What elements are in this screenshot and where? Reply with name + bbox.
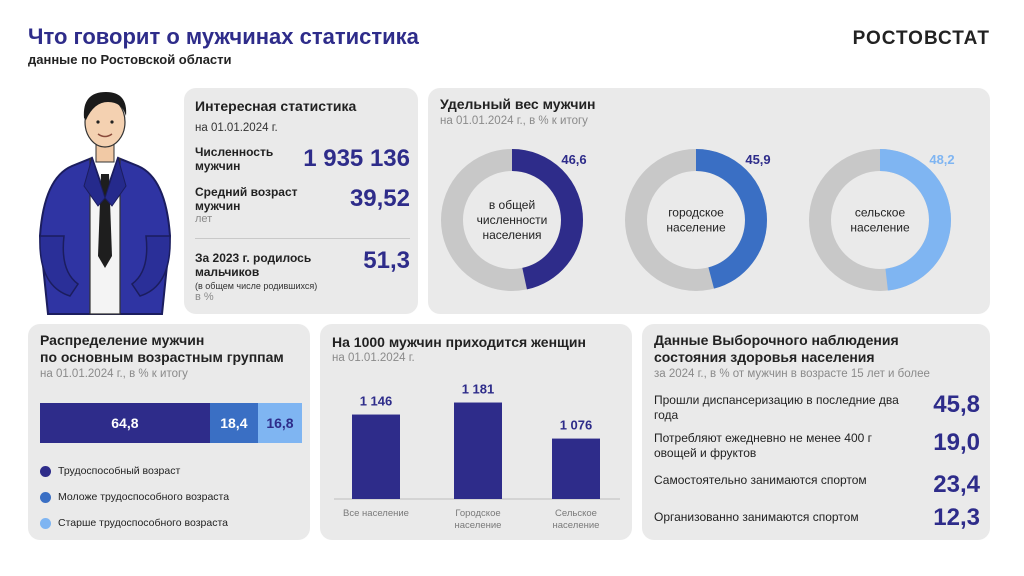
bar (352, 414, 400, 499)
arm-left (39, 235, 80, 297)
health-row: Организованно занимаются спортом 12,3 (654, 504, 980, 536)
health-label: Прошли диспансеризацию в последние два г… (654, 393, 899, 422)
bar-value-label: 1 076 (560, 418, 593, 433)
age-segment: 64,8 (40, 403, 210, 443)
health-subtitle: за 2024 г., в % от мужчин в возрасте 15 … (654, 368, 930, 380)
stat-note: (в общем числе родившихся) (195, 281, 318, 291)
lapel-left (83, 156, 106, 207)
stat-value: 1 935 136 (303, 145, 410, 172)
donut-center-label: сельское (855, 206, 906, 220)
legend-item: Трудоспособный возраст (40, 458, 229, 484)
donut-value: 48,2 (929, 152, 954, 167)
men-share-card: Удельный вес мужчин на 01.01.2024 г., в … (428, 88, 990, 314)
health-title-line1: Данные Выборочного наблюдения (654, 332, 899, 348)
x-tick-label: Сельское (555, 508, 597, 519)
stat-unit: лет (195, 213, 213, 225)
stat-label: Численность мужчин (195, 145, 274, 173)
health-value: 45,8 (933, 391, 980, 418)
health-row: Самостоятельно занимаются спортом 23,4 (654, 471, 980, 499)
share-subtitle: на 01.01.2024 г., в % к итогу (440, 115, 588, 127)
donut-value: 46,6 (561, 152, 586, 167)
donut-center-label: численности (477, 213, 548, 227)
page-subtitle: данные по Ростовской области (28, 52, 232, 67)
x-tick-label: население (455, 520, 502, 531)
arm-right (130, 235, 171, 297)
health-row: Прошли диспансеризацию в последние два г… (654, 391, 980, 425)
donut-arc (441, 149, 583, 291)
brand-logo: РОСТОВСТАТ (852, 28, 990, 49)
health-title-line2: состояния здоровья населения (654, 349, 875, 365)
hair (83, 92, 127, 120)
legend-item: Старше трудоспособного возраста (40, 510, 229, 536)
interesting-stats-card: Интересная статистика на 01.01.2024 г. Ч… (184, 88, 418, 314)
stat-label: За 2023 г. родилось мальчиков (195, 251, 312, 279)
health-value: 19,0 (933, 429, 980, 456)
age-subtitle: на 01.01.2024 г., в % к итогу (40, 368, 188, 380)
health-row: Потребляют ежедневно не менее 400 г овощ… (654, 429, 980, 463)
stat-value: 39,52 (349, 185, 410, 212)
bar-value-label: 1 146 (360, 394, 393, 409)
stat-value: 51,3 (363, 247, 410, 274)
donut-value: 45,9 (745, 152, 770, 167)
page-title: Что говорит о мужчинах статистика (28, 24, 419, 49)
stats-date: на 01.01.2024 г. (195, 122, 278, 134)
legend-dot (40, 465, 51, 477)
age-segment: 16,8 (257, 403, 302, 443)
women-subtitle: на 01.01.2024 г. (332, 352, 415, 364)
stat-label: Средний возраст мужчин (195, 185, 298, 213)
legend-label: Моложе трудоспособного возраста (58, 491, 230, 503)
donut-center-label: в общей (489, 198, 535, 212)
stat-unit: в % (195, 291, 214, 303)
donut-center-label: населения (482, 228, 541, 242)
health-label: Организованно занимаются спортом (654, 510, 859, 524)
women-per-men-card: На 1000 мужчин приходится женщин на 01.0… (320, 324, 632, 540)
age-groups-card: Распределение мужчин по основным возраст… (28, 324, 310, 540)
legend-label: Трудоспособный возраст (58, 465, 181, 477)
donut-arc (625, 149, 767, 291)
x-tick-label: Городское (455, 508, 500, 519)
health-label: Самостоятельно занимаются спортом (654, 473, 867, 487)
health-value: 23,4 (933, 471, 980, 498)
stats-title: Интересная статистика (195, 98, 357, 114)
age-title-line1: Распределение мужчин (40, 332, 205, 348)
donut-arc (809, 149, 951, 291)
health-survey-card: Данные Выборочного наблюдения состояния … (642, 324, 990, 540)
age-stacked-bar: 64,8 18,4 16,8 (40, 403, 302, 443)
stats-divider (195, 238, 410, 239)
lapel-right (104, 156, 127, 207)
donut-center-label: население (666, 221, 726, 235)
health-value: 12,3 (933, 504, 980, 531)
women-title: На 1000 мужчин приходится женщин (332, 334, 586, 350)
x-tick-label: население (553, 520, 600, 531)
age-segment: 18,4 (209, 403, 258, 443)
stat-boys-born: За 2023 г. родилось мальчиков (в общем ч… (195, 247, 410, 309)
donut-center-label: городское (668, 206, 724, 220)
x-tick-label: Все население (343, 508, 409, 519)
bar-value-label: 1 181 (462, 382, 495, 397)
bar (454, 402, 502, 499)
legend-dot (40, 491, 51, 503)
health-label: Потребляют ежедневно не менее 400 г овощ… (654, 431, 873, 460)
legend-label: Старше трудоспособного возраста (58, 517, 228, 529)
legend-dot (40, 517, 51, 529)
man-illustration (38, 92, 172, 315)
stat-average-age: Средний возраст мужчин лет 39,52 (195, 185, 410, 231)
legend-item: Моложе трудоспособного возраста (40, 484, 229, 510)
bar (552, 438, 600, 499)
age-title-line2: по основным возрастным группам (40, 349, 284, 365)
donut-center-label: население (850, 221, 910, 235)
age-legend: Трудоспособный возраст Моложе трудоспособ… (40, 458, 229, 536)
share-title: Удельный вес мужчин (440, 96, 596, 112)
stat-men-count: Численность мужчин 1 935 136 (195, 145, 410, 179)
